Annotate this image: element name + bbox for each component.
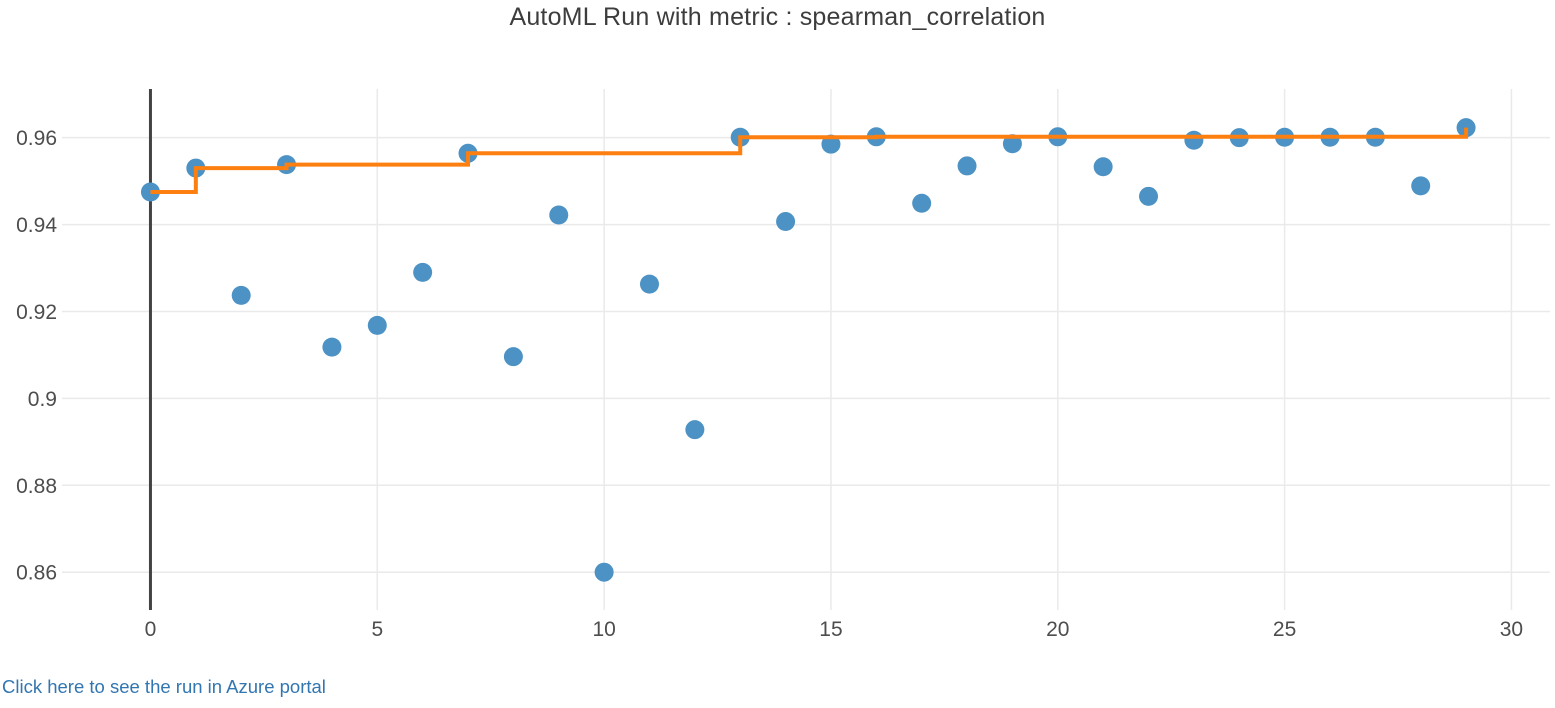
x-tick-label: 25 <box>1273 618 1296 641</box>
y-tick-label: 0.92 <box>16 301 57 324</box>
x-tick-label: 30 <box>1500 618 1523 641</box>
scatter-point <box>594 562 614 582</box>
y-tick-label: 0.9 <box>28 388 57 411</box>
y-tick-label: 0.94 <box>16 214 57 237</box>
scatter-point <box>503 347 523 367</box>
scatter-point <box>776 212 796 232</box>
scatter-point <box>685 420 705 440</box>
chart-canvas[interactable]: 0.96 0.94 0.92 0.9 0.88 0.86 0 5 10 15 20 25 30 <box>0 0 1555 660</box>
scatter-point <box>639 274 659 294</box>
y-tick-label: 0.88 <box>16 475 57 498</box>
y-tick-label: 0.96 <box>16 127 57 150</box>
scatter-point <box>957 156 977 176</box>
azure-portal-link[interactable]: Click here to see the run in Azure porta… <box>2 676 326 697</box>
scatter-point <box>549 205 569 225</box>
scatter-point <box>413 262 433 282</box>
scatter-point <box>1411 176 1431 196</box>
x-tick-label: 5 <box>371 618 383 641</box>
scatter-point <box>1139 186 1159 206</box>
scatter-point <box>367 315 387 335</box>
scatter-point <box>1093 157 1113 177</box>
scatter-point <box>1184 130 1204 150</box>
x-tick-label: 0 <box>145 618 157 641</box>
y-tick-label: 0.86 <box>16 562 57 585</box>
scatter-point <box>322 337 342 357</box>
scatter-point <box>912 193 932 213</box>
x-tick-label: 20 <box>1046 618 1069 641</box>
x-tick-label: 15 <box>819 618 842 641</box>
scatter-point <box>1002 134 1022 154</box>
scatter-point <box>231 285 251 305</box>
scatter-point <box>821 134 841 154</box>
x-tick-label: 10 <box>592 618 615 641</box>
best-so-far-line <box>150 127 1469 194</box>
chart-title: AutoML Run with metric : spearman_correl… <box>509 3 1046 31</box>
